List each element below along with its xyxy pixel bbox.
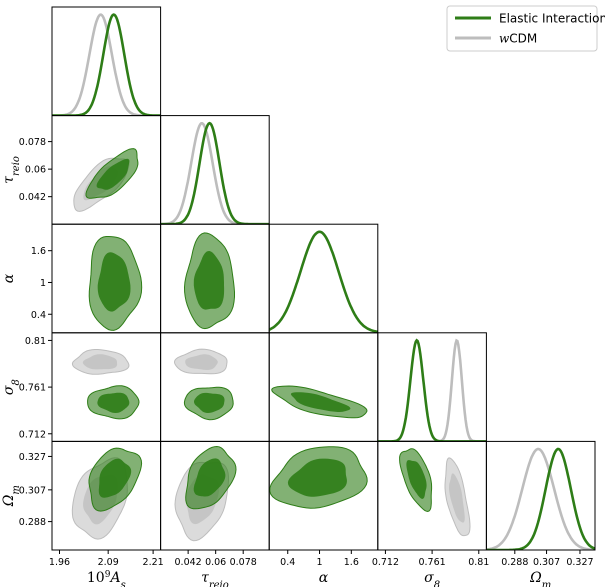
contour-68-elastic-interaction — [287, 458, 347, 497]
panel-om-alpha: 0.4 1 1.6 — [268, 440, 379, 568]
x-tick-label: 2.09 — [98, 557, 119, 568]
y-tick-label: 0.307 — [19, 485, 46, 496]
panel-frame — [268, 223, 379, 334]
x-tick-label: 0.042 — [175, 557, 202, 568]
panel-frame — [51, 332, 162, 442]
panel-om-As: 1.96 2.09 2.21 0.288 0.307 0.327 — [19, 440, 164, 568]
x-tick-label: 0.307 — [533, 557, 560, 568]
marginal-As-wcdm — [52, 13, 161, 116]
y-axis-label-om: Ωm — [1, 485, 22, 507]
marginal-alpha-elastic-interaction — [269, 230, 378, 333]
contour-68-wcdm — [185, 354, 218, 370]
contour-68-elastic-interaction — [194, 392, 225, 413]
y-tick-label: 1.6 — [31, 246, 46, 257]
y-tick-label: 0.761 — [19, 383, 46, 394]
panel-om-s8: 0.712 0.761 0.81 — [372, 440, 489, 568]
x-tick-label: 0.288 — [501, 557, 528, 568]
contour-68-elastic-interaction — [96, 158, 130, 190]
x-tick-label: 2.21 — [143, 557, 164, 568]
panel-tau-As: 0.042 0.06 0.078 — [19, 115, 162, 225]
x-tick-label: 0.078 — [230, 557, 257, 568]
x-tick-label: 1 — [317, 557, 323, 568]
y-tick-label: 0.288 — [19, 517, 46, 528]
legend-label: wCDM — [499, 32, 537, 46]
marginal-As-elastic-interaction — [52, 13, 161, 116]
marginal-tau-elastic-interaction — [160, 121, 270, 225]
panel-om-tau: 0.042 0.06 0.078 — [160, 440, 270, 568]
marginal-tau-wcdm — [160, 122, 270, 225]
contour-68-elastic-interaction — [193, 458, 226, 497]
marginal-s8-wcdm — [377, 338, 487, 442]
y-axis-label-s8: σ8 — [1, 379, 22, 395]
y-tick-label: 1 — [40, 278, 46, 289]
panel-s8-alpha — [268, 332, 379, 442]
legend: Elastic Interaction wCDM — [446, 5, 605, 52]
panel-alpha-tau — [160, 223, 270, 334]
y-axis-label-alpha: α — [1, 273, 17, 283]
y-tick-label: 0.81 — [25, 336, 46, 347]
x-tick-label: 1.96 — [49, 557, 70, 568]
contour-68-elastic-interaction — [193, 251, 225, 310]
y-axis-label-tau: τreio — [1, 156, 22, 184]
y-tick-label: 0.06 — [25, 165, 46, 176]
x-tick-label: 0.761 — [418, 557, 445, 568]
panel-om-om: 0.288 0.307 0.327 — [485, 440, 596, 568]
x-tick-label: 0.327 — [566, 557, 593, 568]
marginal-om-elastic-interaction — [486, 447, 595, 550]
legend-label: Elastic Interaction — [499, 12, 605, 26]
x-axis-label-s8: σ8 — [424, 570, 440, 587]
x-tick-label: 1.6 — [344, 557, 359, 568]
y-tick-label: 0.327 — [19, 452, 46, 463]
x-axis-label-om: Ωm — [529, 570, 551, 587]
panel-tau-tau — [160, 115, 270, 225]
panel-alpha-alpha — [268, 223, 379, 334]
marginal-s8-elastic-interaction — [377, 338, 487, 442]
y-tick-label: 0.4 — [31, 310, 46, 321]
x-axis-label-tau: τreio — [201, 570, 229, 587]
contour-68-wcdm — [82, 354, 118, 370]
contour-68-elastic-interaction — [98, 458, 132, 498]
y-tick-label: 0.712 — [19, 429, 46, 440]
x-tick-label: 0.712 — [372, 557, 399, 568]
x-tick-label: 0.06 — [205, 557, 226, 568]
x-tick-label: 0.4 — [280, 557, 295, 568]
marginal-om-wcdm — [486, 447, 595, 550]
panel-As-As — [51, 6, 162, 117]
contour-68-wcdm — [449, 473, 465, 523]
y-tick-label: 0.042 — [19, 192, 46, 203]
panel-frame — [377, 440, 487, 551]
contour-68-elastic-interaction — [97, 252, 131, 312]
panel-frame — [485, 440, 596, 551]
x-tick-label: 0.81 — [468, 557, 489, 568]
panel-s8-As: 0.712 0.761 0.81 — [19, 332, 162, 442]
panel-alpha-As: 0.4 1 1.6 — [31, 223, 162, 334]
x-axis-label-alpha: α — [319, 570, 329, 586]
y-tick-label: 0.078 — [19, 137, 46, 148]
panel-s8-tau — [160, 332, 270, 442]
x-axis-label-As: 109As — [87, 570, 126, 587]
panel-frame — [377, 332, 487, 442]
contour-68-elastic-interaction — [97, 392, 130, 413]
contour-68-elastic-interaction — [406, 460, 427, 499]
contour-68-elastic-interaction — [290, 392, 351, 412]
panel-s8-s8 — [377, 332, 487, 442]
